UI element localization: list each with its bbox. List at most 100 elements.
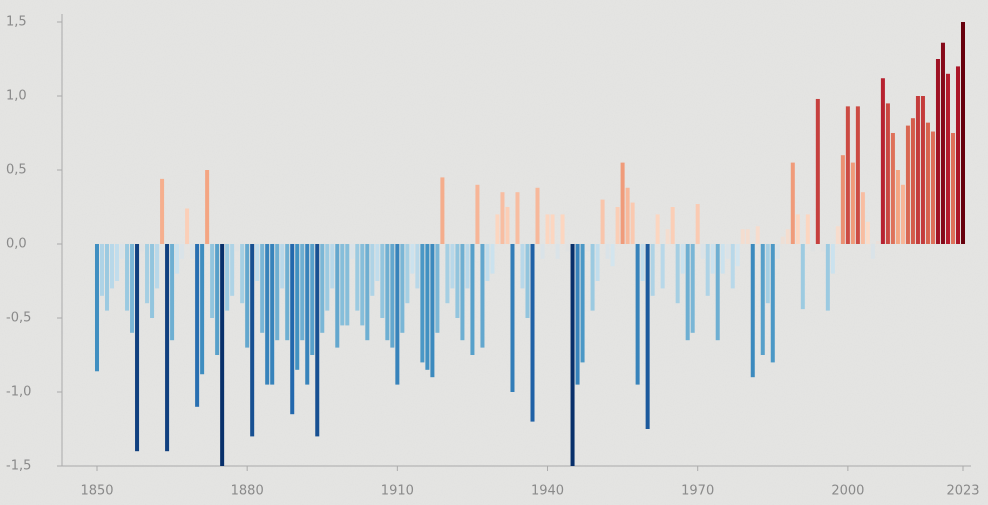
bar bbox=[840, 155, 845, 244]
bar bbox=[215, 244, 220, 355]
bar bbox=[790, 162, 795, 244]
x-tick-label: 1970 bbox=[681, 484, 714, 499]
bar bbox=[770, 244, 775, 363]
bar bbox=[815, 98, 820, 245]
bar bbox=[810, 244, 815, 252]
bar bbox=[320, 244, 325, 333]
bar bbox=[940, 42, 945, 244]
bar bbox=[780, 236, 785, 244]
bar bbox=[240, 244, 245, 304]
bar bbox=[690, 244, 695, 333]
bar bbox=[390, 244, 395, 348]
bar bbox=[730, 244, 735, 289]
bar bbox=[650, 244, 655, 296]
bar bbox=[490, 244, 495, 274]
bar bbox=[355, 244, 360, 311]
bar bbox=[860, 192, 865, 244]
bar bbox=[710, 244, 715, 274]
bar bbox=[525, 244, 530, 318]
bar bbox=[290, 244, 295, 415]
bar bbox=[665, 229, 670, 244]
bar bbox=[715, 244, 720, 341]
bar bbox=[775, 244, 780, 259]
bar bbox=[850, 162, 855, 244]
bar bbox=[185, 208, 190, 244]
bar bbox=[825, 244, 830, 311]
bar bbox=[360, 244, 365, 326]
bar bbox=[120, 244, 125, 259]
bar bbox=[245, 244, 250, 348]
bar bbox=[720, 244, 725, 274]
bar bbox=[155, 244, 160, 289]
bar bbox=[325, 244, 330, 311]
bar bbox=[945, 73, 950, 244]
y-tick-label: -1,0 bbox=[6, 385, 31, 400]
bar bbox=[370, 244, 375, 296]
bar bbox=[540, 244, 545, 259]
bar bbox=[195, 244, 200, 407]
x-tick-label: 1880 bbox=[231, 484, 264, 499]
bar bbox=[340, 244, 345, 326]
bar bbox=[520, 244, 525, 289]
bar bbox=[640, 244, 645, 281]
bar bbox=[265, 244, 270, 385]
bar bbox=[930, 131, 935, 244]
bar bbox=[400, 244, 405, 333]
bar bbox=[295, 244, 300, 370]
bar bbox=[925, 122, 930, 244]
bar bbox=[700, 244, 705, 259]
bar bbox=[315, 244, 320, 437]
bar bbox=[460, 244, 465, 341]
bar bbox=[140, 244, 145, 252]
bar bbox=[235, 244, 240, 252]
bar bbox=[670, 207, 675, 244]
bar bbox=[475, 184, 480, 244]
bar bbox=[275, 244, 280, 341]
bar bbox=[515, 192, 520, 244]
y-tick-label: 1,0 bbox=[6, 89, 27, 104]
bar bbox=[620, 162, 625, 244]
bar bbox=[935, 59, 940, 244]
bar bbox=[105, 244, 110, 311]
bar bbox=[180, 244, 185, 259]
bar bbox=[725, 244, 730, 259]
bar bbox=[470, 244, 475, 355]
bar bbox=[330, 244, 335, 289]
bar bbox=[915, 96, 920, 244]
bar bbox=[750, 244, 755, 378]
bar bbox=[410, 244, 415, 274]
bar bbox=[175, 244, 180, 274]
bar bbox=[165, 244, 170, 452]
bar bbox=[220, 244, 225, 466]
bar bbox=[205, 170, 210, 244]
bar bbox=[570, 244, 575, 466]
bar bbox=[335, 244, 340, 348]
y-tick-label: -1,5 bbox=[6, 459, 31, 474]
bar bbox=[550, 214, 555, 244]
bar bbox=[435, 244, 440, 333]
bar bbox=[530, 244, 535, 422]
bar bbox=[595, 244, 600, 281]
bar bbox=[605, 244, 610, 259]
bar bbox=[580, 244, 585, 363]
bar bbox=[150, 244, 155, 318]
bar bbox=[130, 244, 135, 333]
bar bbox=[635, 244, 640, 385]
bar bbox=[740, 229, 745, 244]
bar bbox=[565, 244, 570, 252]
bar bbox=[160, 178, 165, 244]
bar bbox=[895, 170, 900, 244]
bar bbox=[495, 214, 500, 244]
bar bbox=[200, 244, 205, 375]
bar bbox=[305, 244, 310, 385]
bar bbox=[535, 187, 540, 244]
bar bbox=[870, 244, 875, 259]
bar bbox=[830, 244, 835, 274]
bar bbox=[445, 244, 450, 304]
bar bbox=[735, 244, 740, 267]
bar bbox=[880, 78, 885, 245]
bar bbox=[430, 244, 435, 378]
x-tick-label: 1850 bbox=[80, 484, 113, 499]
bar bbox=[94, 244, 100, 372]
